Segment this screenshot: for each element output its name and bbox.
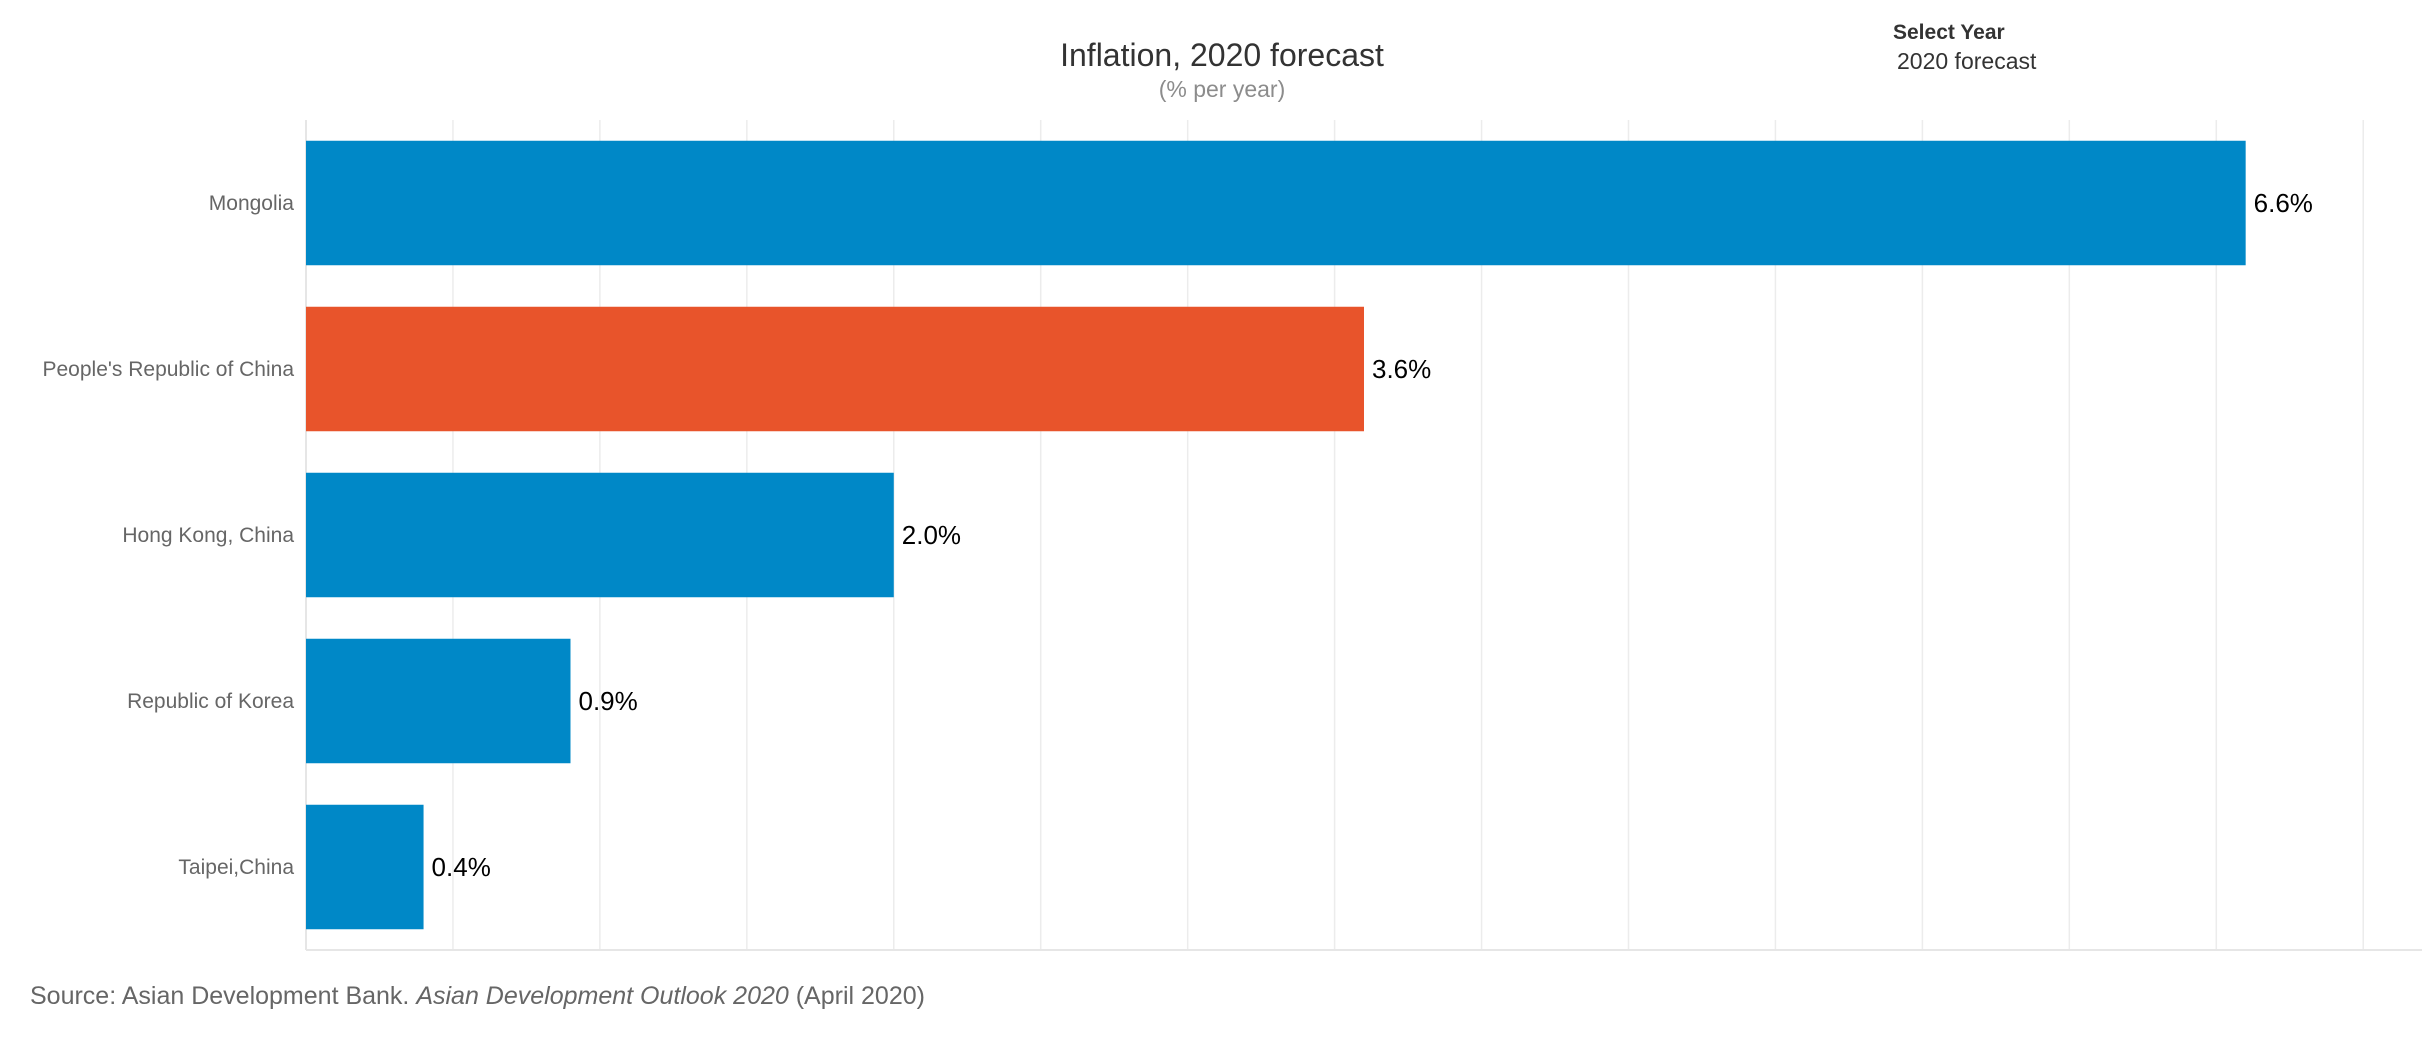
data-labels: 6.6% 3.6% 2.0% 0.9% 0.4% — [432, 188, 2313, 882]
bar[interactable] — [306, 804, 424, 930]
year-selector-label: Select Year — [1893, 21, 2005, 44]
source-note: Source: Asian Development Bank. Asian De… — [30, 982, 925, 1011]
category-label: Hong Kong, China — [122, 524, 294, 547]
data-label: 2.0% — [902, 520, 961, 550]
year-selector[interactable]: Select Year 2020 forecast — [1893, 20, 2036, 76]
data-label: 0.9% — [579, 686, 638, 716]
category-label: Mongolia — [209, 192, 295, 215]
source-suffix: (April 2020) — [788, 982, 925, 1010]
bars — [306, 140, 2246, 930]
chart-title: Inflation, 2020 forecast — [1060, 37, 1384, 73]
source-publication: Asian Development Outlook 2020 — [416, 982, 789, 1010]
year-selector-value[interactable]: 2020 forecast — [1897, 48, 2037, 74]
category-labels: Mongolia People's Republic of China Hong K… — [43, 192, 295, 879]
bar[interactable] — [306, 306, 1364, 432]
category-label: People's Republic of China — [43, 358, 295, 381]
data-label: 0.4% — [432, 852, 491, 882]
bar[interactable] — [306, 472, 894, 598]
category-label: Taipei,China — [178, 856, 294, 879]
source-prefix: Source: Asian Development Bank. — [30, 982, 417, 1010]
chart-subtitle: (% per year) — [1159, 76, 1286, 102]
bar[interactable] — [306, 140, 2246, 266]
bar[interactable] — [306, 638, 571, 764]
data-label: 6.6% — [2254, 188, 2313, 218]
category-label: Republic of Korea — [127, 690, 294, 713]
data-label: 3.6% — [1372, 354, 1431, 384]
